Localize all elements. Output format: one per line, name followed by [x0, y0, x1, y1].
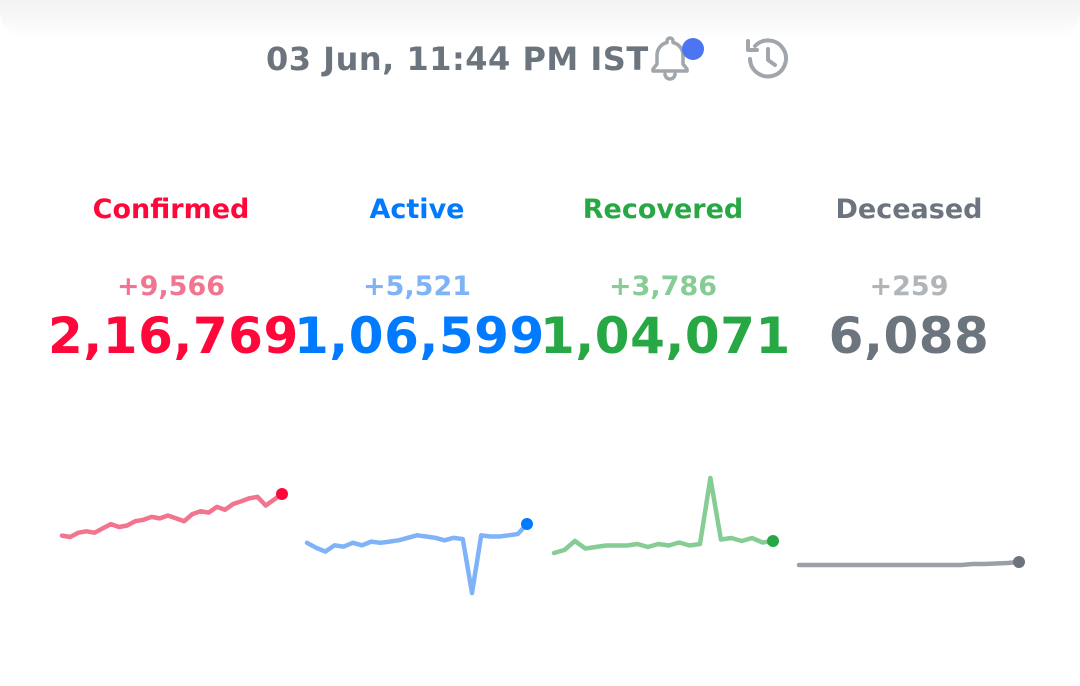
header: 03 Jun, 11:44 PM IST: [0, 26, 1080, 90]
stat-label: Confirmed: [92, 194, 250, 225]
history-icon[interactable]: [738, 30, 794, 86]
stat-recovered[interactable]: Recovered +3,786 1,04,071: [540, 190, 791, 366]
recovered-trend-line: [551, 475, 776, 556]
stat-label: Recovered: [582, 194, 744, 225]
confirmed-trend-line: [59, 491, 285, 540]
recovered-trend-endpoint: [767, 535, 779, 547]
stat-delta: +3,786: [608, 271, 718, 302]
bell-icon[interactable]: [642, 30, 698, 86]
stat-confirmed[interactable]: Confirmed +9,566 2,16,769: [48, 190, 299, 366]
stat-total: 6,088: [828, 307, 990, 365]
deceased-trend-line: [796, 559, 1022, 568]
stat-delta: +259: [869, 271, 949, 302]
active-trend-line: [304, 521, 530, 596]
stat-delta: +9,566: [116, 271, 226, 302]
stat-total: 1,04,071: [540, 307, 791, 365]
stat-delta: +5,521: [362, 271, 472, 302]
stat-total: 1,06,599: [294, 307, 545, 365]
top-shadow: [0, 0, 1080, 40]
stat-label: Deceased: [835, 194, 983, 225]
stat-deceased[interactable]: Deceased +259 6,088: [786, 190, 1032, 366]
deceased-trend-endpoint: [1013, 556, 1025, 568]
stat-total: 2,16,769: [48, 307, 299, 365]
confirmed-trend-endpoint: [276, 488, 288, 500]
active-trend-endpoint: [521, 518, 533, 530]
stat-label: Active: [369, 194, 465, 225]
stat-active[interactable]: Active +5,521 1,06,599: [294, 190, 545, 366]
notification-dot: [682, 38, 704, 60]
last-updated-timestamp: 03 Jun, 11:44 PM IST: [266, 40, 649, 78]
